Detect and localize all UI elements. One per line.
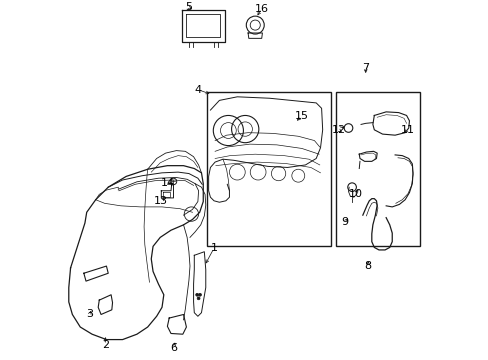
Text: 2: 2 (102, 340, 109, 350)
Text: 1: 1 (210, 243, 217, 253)
Text: 16: 16 (254, 4, 268, 14)
Circle shape (197, 297, 200, 300)
Text: 11: 11 (400, 125, 414, 135)
Circle shape (195, 293, 198, 296)
Text: 7: 7 (362, 63, 368, 73)
Text: 8: 8 (364, 261, 371, 271)
Text: 6: 6 (170, 343, 177, 353)
Text: 14: 14 (160, 178, 174, 188)
Text: 4: 4 (194, 85, 201, 95)
Text: 10: 10 (348, 189, 362, 199)
Bar (335, 92, 419, 246)
Text: 13: 13 (154, 196, 168, 206)
Text: 15: 15 (294, 111, 308, 121)
Text: 5: 5 (184, 2, 191, 12)
Text: 9: 9 (341, 217, 348, 227)
Text: 3: 3 (86, 310, 93, 319)
Bar (206, 92, 330, 246)
Circle shape (198, 293, 201, 296)
Text: 12: 12 (331, 125, 345, 135)
